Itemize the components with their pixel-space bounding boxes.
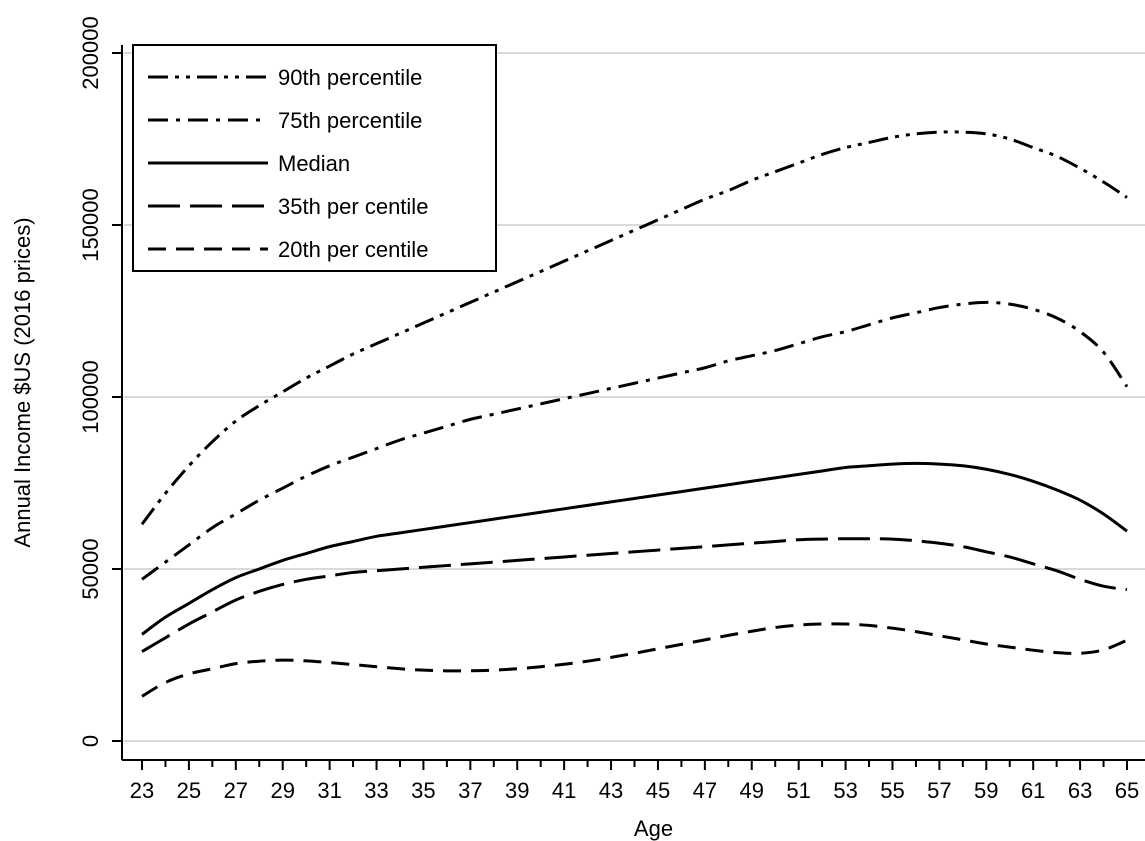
x-tick-label: 57 — [927, 778, 951, 803]
legend-label: 20th per centile — [278, 237, 428, 262]
y-tick-label: 100000 — [78, 360, 103, 433]
x-tick-label: 25 — [177, 778, 201, 803]
x-tick-label: 51 — [786, 778, 810, 803]
x-tick-label: 41 — [552, 778, 576, 803]
series-line-3 — [141, 461, 1128, 636]
x-tick-label: 55 — [880, 778, 904, 803]
x-tick-label: 27 — [224, 778, 248, 803]
x-tick-label: 59 — [974, 778, 998, 803]
x-tick-label: 33 — [364, 778, 388, 803]
legend-label: 75th percentile — [278, 108, 422, 133]
x-tick-label: 65 — [1115, 778, 1139, 803]
legend-box — [132, 44, 497, 272]
series-group — [140, 130, 1129, 698]
x-tick-label: 45 — [646, 778, 670, 803]
x-tick-label: 35 — [411, 778, 435, 803]
legend-label: 90th percentile — [278, 65, 422, 90]
y-tick-label: 200000 — [78, 16, 103, 89]
series-line-4 — [141, 537, 1128, 653]
axes: 0 50000 100000 150000 200000 23 25 27 29 31 33 35 37… — [78, 16, 1145, 803]
x-tick-label: 39 — [505, 778, 529, 803]
series-line-5 — [141, 622, 1128, 698]
x-tick-label: 29 — [270, 778, 294, 803]
series-line-2 — [141, 300, 1129, 581]
y-tick-label: 0 — [78, 735, 103, 747]
legend-label: Median — [278, 151, 350, 176]
x-tick-label: 61 — [1021, 778, 1045, 803]
y-axis-title: Annual Income $US (2016 prices) — [10, 217, 35, 547]
x-tick-label: 31 — [317, 778, 341, 803]
x-tick-label: 37 — [458, 778, 482, 803]
y-tick-label: 50000 — [78, 538, 103, 599]
legend: 90th percentile 75th percentile Median 35th… — [132, 44, 497, 272]
x-axis-title: Age — [634, 816, 673, 841]
x-tick-label: 47 — [693, 778, 717, 803]
x-tick-label: 63 — [1068, 778, 1092, 803]
x-tick-label: 53 — [833, 778, 857, 803]
x-tick-label: 49 — [740, 778, 764, 803]
y-tick-label: 150000 — [78, 188, 103, 261]
legend-label: 35th per centile — [278, 194, 428, 219]
x-tick-label: 23 — [130, 778, 154, 803]
x-tick-label: 43 — [599, 778, 623, 803]
